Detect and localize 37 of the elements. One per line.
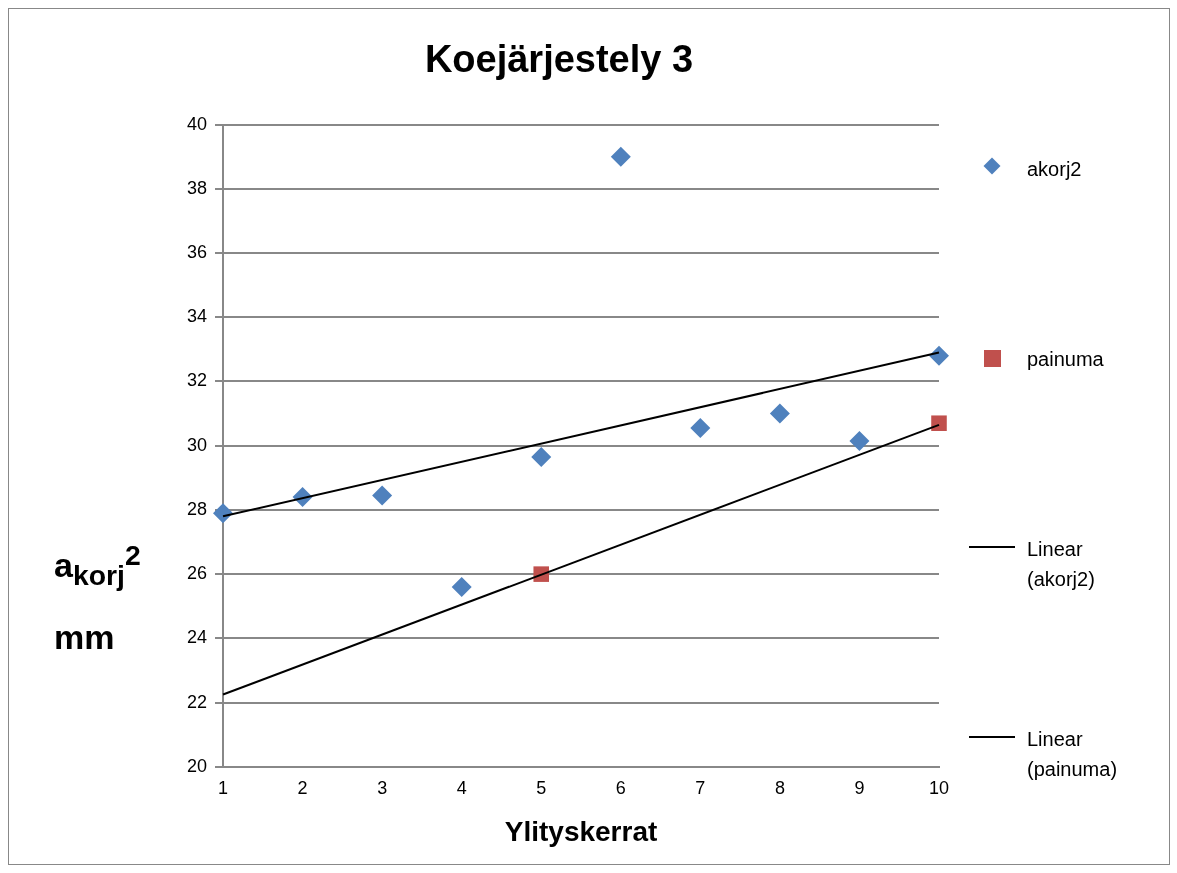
y-tick-label: 36 bbox=[186, 242, 208, 263]
x-tick-label: 3 bbox=[377, 777, 388, 798]
point bbox=[849, 430, 870, 451]
y-tick-label: 20 bbox=[186, 755, 208, 776]
x-tick-label: 4 bbox=[456, 777, 467, 798]
x-tick-label: 1 bbox=[218, 777, 229, 798]
point bbox=[610, 146, 631, 167]
x-tick-label: 10 bbox=[928, 777, 950, 798]
legend-label: painuma bbox=[1027, 347, 1105, 372]
y-tick-label: 38 bbox=[186, 177, 208, 198]
x-tick-label: 6 bbox=[615, 777, 626, 798]
x-tick-label: 9 bbox=[854, 777, 865, 798]
point bbox=[769, 403, 790, 424]
point bbox=[372, 485, 393, 506]
y-tick-label: 28 bbox=[186, 498, 208, 519]
chart-title: Koejärjestely 3 bbox=[424, 38, 694, 81]
legend-label: Linear (akorj2) bbox=[1027, 537, 1096, 592]
legend-label: Linear (painuma) bbox=[1027, 727, 1119, 782]
point bbox=[451, 576, 472, 597]
x-tick-label: 5 bbox=[536, 777, 547, 798]
y-tick-label: 40 bbox=[186, 113, 208, 134]
y-tick-label: 24 bbox=[186, 627, 208, 648]
x-tick-label: 2 bbox=[297, 777, 308, 798]
y-tick-label: 32 bbox=[186, 370, 208, 391]
y-tick-label: 22 bbox=[186, 691, 208, 712]
y-tick-label: 30 bbox=[186, 434, 208, 455]
x-tick-label: 7 bbox=[695, 777, 706, 798]
point bbox=[531, 446, 552, 467]
point bbox=[213, 503, 234, 524]
x-tick-label: 8 bbox=[774, 777, 785, 798]
point bbox=[690, 418, 711, 439]
x-axis-title: Ylityskerrat bbox=[504, 815, 658, 847]
point bbox=[931, 415, 947, 431]
legend-label: akorj2 bbox=[1027, 157, 1083, 182]
y-tick-label: 26 bbox=[186, 563, 208, 584]
point bbox=[929, 345, 949, 366]
y-tick-label: 34 bbox=[186, 306, 208, 327]
